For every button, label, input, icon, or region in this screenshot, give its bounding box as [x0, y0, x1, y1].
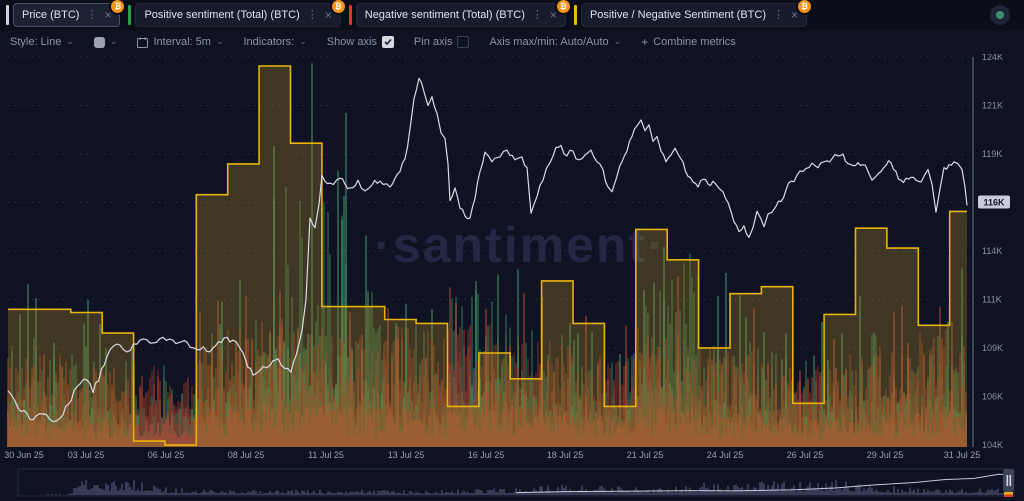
main-chart-svg: ·santiment·124K121K119K114K111K109K106K1… — [4, 52, 1015, 497]
bitcoin-badge: ₿ — [329, 0, 347, 15]
metric-tabbar: Price (BTC) ⋮ × ₿ Positive sentiment (To… — [0, 0, 1024, 30]
santiment-watermark: ·santiment· — [374, 217, 665, 273]
tab-accent-positive — [128, 5, 132, 25]
ratio-step-fill — [8, 66, 967, 447]
color-swatch — [93, 36, 105, 48]
timeline-brush[interactable] — [17, 468, 1015, 497]
svg-text:06 Jul 25: 06 Jul 25 — [148, 450, 185, 460]
indicators-label: Indicators: — [243, 36, 295, 48]
calendar-icon — [137, 37, 149, 48]
status-dot-icon — [996, 11, 1004, 19]
pin-axis-checkbox[interactable] — [457, 36, 470, 48]
chart-area[interactable]: ·santiment· 124K 121K 119K 114K 111K 109K 106K 1… — [0, 52, 1024, 501]
interval-dropdown[interactable]: Interval: 5m ⌄ — [137, 36, 223, 48]
chevron-down-icon: ⌄ — [613, 35, 622, 46]
x-axis-labels: 30 Jun 25 03 Jul 25 06 Jul 25 08 Jul 25 11 J… — [4, 450, 980, 460]
timeline-price-overview — [515, 473, 1015, 494]
tab-positive-sentiment[interactable]: Positive sentiment (Total) (BTC) ⋮ × ₿ — [128, 0, 347, 27]
tab-label: Positive sentiment (Total) (BTC) — [144, 9, 300, 21]
user-avatar[interactable] — [990, 5, 1010, 25]
tab-label: Price (BTC) — [22, 9, 80, 21]
svg-text:26 Jul 25: 26 Jul 25 — [787, 450, 824, 460]
axis-maxmin-dropdown[interactable]: Axis max/min: Auto/Auto ⌄ — [489, 35, 622, 49]
svg-text:106K: 106K — [982, 392, 1003, 402]
timeline-volume-bars — [47, 479, 1011, 495]
tab-accent-negative — [348, 5, 352, 25]
combine-metrics-button[interactable]: + Combine metrics — [641, 35, 736, 49]
svg-text:24 Jul 25: 24 Jul 25 — [707, 450, 744, 460]
svg-text:03 Jul 25: 03 Jul 25 — [68, 450, 105, 460]
plus-icon: + — [641, 35, 649, 49]
negative-sentiment-spikes — [7, 276, 967, 447]
pin-axis-toggle[interactable]: Pin axis — [414, 36, 470, 48]
svg-text:109K: 109K — [982, 343, 1003, 353]
indicators-dropdown[interactable]: Indicators: ⌄ — [243, 35, 307, 49]
tab-pos-neg-ratio[interactable]: Positive / Negative Sentiment (BTC) ⋮ × … — [573, 0, 814, 27]
svg-text:16 Jul 25: 16 Jul 25 — [468, 450, 505, 460]
color-swatch-dropdown[interactable]: ⌄ — [93, 35, 118, 48]
y-axis-labels: 124K 121K 119K 114K 111K 109K 106K 104K — [982, 52, 1003, 450]
svg-text:21 Jul 25: 21 Jul 25 — [627, 450, 664, 460]
check-icon — [384, 38, 392, 46]
current-price-chip: 116K — [978, 195, 1010, 209]
svg-text:116K: 116K — [983, 198, 1005, 208]
svg-text:114K: 114K — [982, 246, 1002, 256]
close-icon[interactable]: × — [791, 8, 799, 22]
kebab-menu-icon[interactable]: ⋮ — [773, 8, 785, 21]
svg-text:121K: 121K — [982, 101, 1003, 111]
close-icon[interactable]: × — [104, 8, 112, 22]
timeline-right-handle[interactable] — [1003, 469, 1014, 497]
axis-maxmin-label: Axis max/min: Auto/Auto — [489, 36, 609, 48]
close-icon[interactable]: × — [549, 8, 557, 22]
tab-label: Negative sentiment (Total) (BTC) — [364, 9, 525, 21]
chevron-down-icon: ⌄ — [299, 35, 307, 46]
tab-accent-ratio — [573, 5, 577, 25]
style-dropdown[interactable]: Style: Line ⌄ — [10, 35, 74, 49]
tab-label: Positive / Negative Sentiment (BTC) — [589, 9, 767, 21]
tab-negative-sentiment[interactable]: Negative sentiment (Total) (BTC) ⋮ × ₿ — [348, 0, 572, 27]
close-icon[interactable]: × — [324, 8, 332, 22]
price-line — [7, 77, 968, 423]
svg-text:08 Jul 25: 08 Jul 25 — [228, 450, 265, 460]
interval-label: Interval: 5m — [153, 36, 211, 48]
chevron-down-icon: ⌄ — [109, 35, 118, 46]
svg-text:111K: 111K — [982, 295, 1002, 305]
combine-metrics-label: Combine metrics — [653, 36, 736, 48]
tab-accent-price — [6, 5, 9, 25]
svg-text:119K: 119K — [982, 149, 1002, 159]
kebab-menu-icon[interactable]: ⋮ — [531, 8, 543, 21]
svg-text:104K: 104K — [982, 440, 1003, 450]
show-axis-label: Show axis — [326, 36, 377, 48]
chart-toolbar: Style: Line ⌄ ⌄ Interval: 5m ⌄ Indicators:… — [0, 30, 1024, 54]
svg-text:124K: 124K — [982, 54, 1003, 62]
show-axis-checkbox[interactable] — [381, 36, 394, 48]
svg-text:18 Jul 25: 18 Jul 25 — [547, 450, 584, 460]
bitcoin-badge: ₿ — [796, 0, 814, 15]
show-axis-toggle[interactable]: Show axis — [327, 36, 394, 48]
chevron-down-icon: ⌄ — [215, 35, 224, 46]
style-label: Style: Line — [10, 36, 62, 48]
svg-text:11 Jul 25: 11 Jul 25 — [308, 450, 344, 460]
svg-text:30 Jun 25: 30 Jun 25 — [4, 450, 44, 460]
handle-marker-red — [1004, 494, 1013, 497]
bitcoin-badge: ₿ — [109, 0, 127, 15]
kebab-menu-icon[interactable]: ⋮ — [306, 8, 318, 21]
bitcoin-badge: ₿ — [554, 0, 572, 15]
pin-axis-label: Pin axis — [413, 36, 453, 48]
kebab-menu-icon[interactable]: ⋮ — [86, 8, 98, 21]
handle-marker-yellow — [1004, 492, 1013, 495]
chevron-down-icon: ⌄ — [66, 35, 74, 46]
svg-text:31 Jul 25: 31 Jul 25 — [944, 450, 981, 460]
tab-price-btc[interactable]: Price (BTC) ⋮ × ₿ — [6, 0, 127, 27]
ratio-step-line — [8, 65, 967, 446]
svg-text:13 Jul 25: 13 Jul 25 — [388, 450, 425, 460]
svg-text:29 Jul 25: 29 Jul 25 — [867, 450, 904, 460]
